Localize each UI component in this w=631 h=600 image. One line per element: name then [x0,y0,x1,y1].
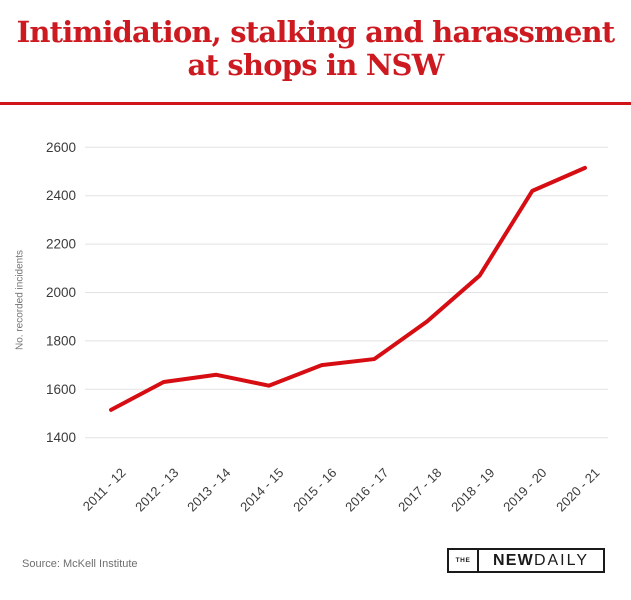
y-axis-title: No. recorded incidents [14,249,26,351]
logo-new-label: NEW [493,551,534,569]
line-chart: 1400 1600 1800 2000 2200 2400 2600 [0,130,631,462]
x-tick-label: 2020 - 21 [553,465,603,515]
x-tick-label: 2013 - 14 [184,465,234,515]
x-tick-label: 2015 - 16 [289,465,340,515]
logo-wordmark: NEW DAILY [479,550,603,571]
x-tick-label: 2018 - 19 [447,465,498,515]
x-tick-label: 2011 - 12 [79,465,129,514]
y-tick-label: 1600 [46,382,76,397]
x-tick-label: 2016 - 17 [342,465,392,515]
y-tick-label: 1800 [46,333,76,348]
source-note: Source: McKell Institute [22,558,138,570]
x-tick-label: 2019 - 20 [500,465,550,515]
y-tick-label: 2200 [46,237,76,252]
page-title: Intimidation, stalking and harassment at… [0,16,631,82]
y-tick-label: 2000 [46,285,76,300]
x-tick-label: 2017 - 18 [395,465,445,515]
logo-daily-label: DAILY [533,551,589,569]
title-divider [0,102,631,105]
x-tick-label: 2014 - 15 [237,465,287,515]
trend-line [109,165,587,412]
y-tick-label: 2400 [46,188,76,203]
title-line-2: at shops in NSW [187,48,445,82]
x-tick-label: 2012 - 13 [131,465,182,515]
newdaily-logo: THE NEW DAILY [447,548,605,573]
title-line-1: Intimidation, stalking and harassment [16,15,616,49]
chart-canvas: 1400 1600 1800 2000 2200 2400 2600 [46,140,608,445]
y-tick-label: 1400 [46,430,76,445]
logo-the-label: THE [449,550,479,571]
y-tick-label: 2600 [46,140,76,155]
